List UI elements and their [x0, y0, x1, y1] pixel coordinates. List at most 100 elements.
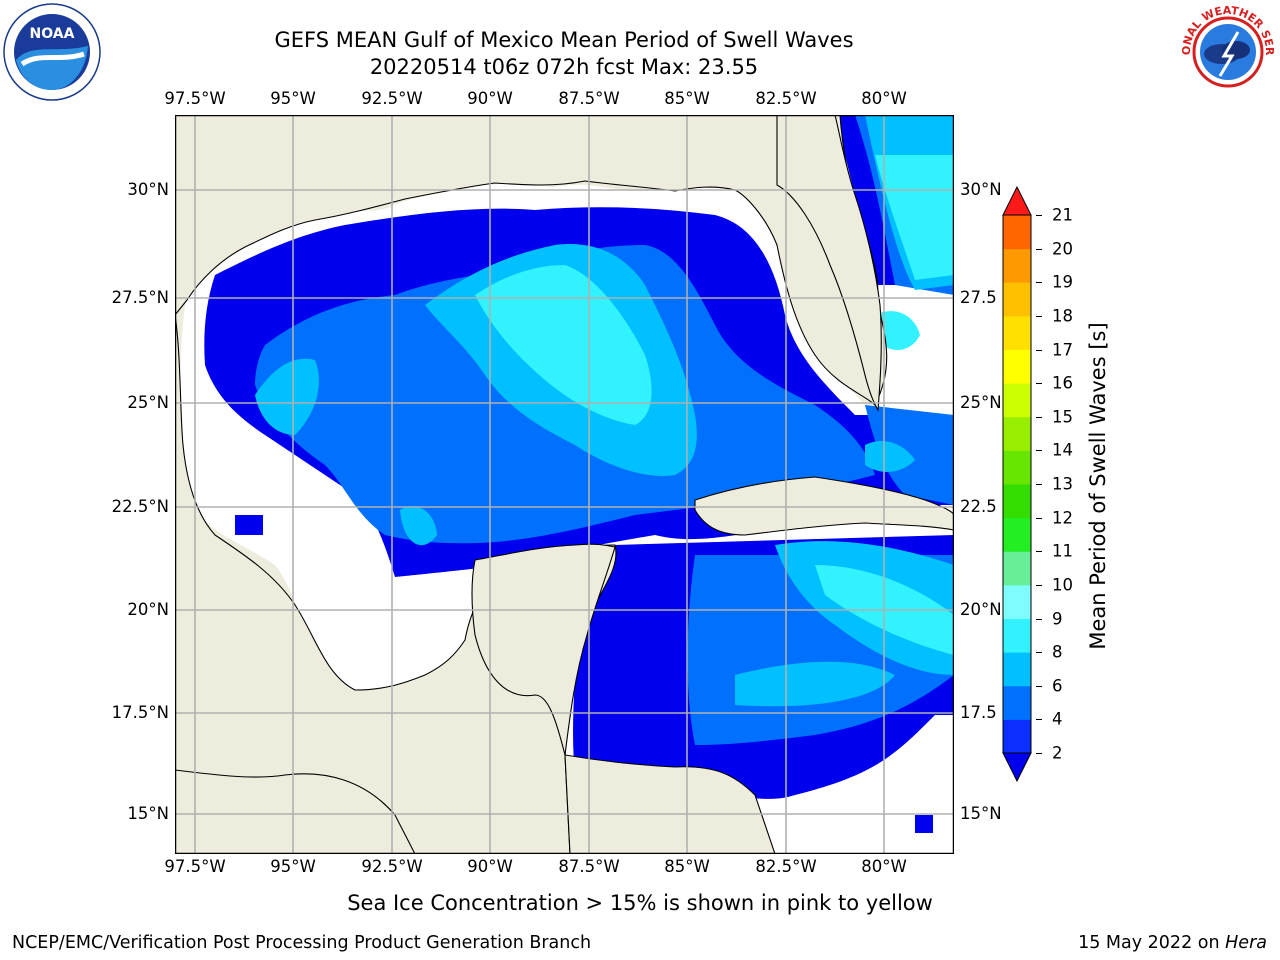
colorbar-cell	[1003, 652, 1031, 687]
colorbar-tick-label: 19	[1052, 272, 1073, 292]
colorbar-cell	[1003, 685, 1031, 720]
colorbar-cell	[1003, 551, 1031, 586]
lat-tick-left: 15°N	[127, 804, 169, 823]
footer-host: Hera	[1225, 933, 1267, 953]
colorbar-tick-mark	[1036, 484, 1042, 485]
lon-tick-top: 87.5°W	[558, 89, 620, 108]
map-subtitle: 20220514 t06z 072h fcst Max: 23.55	[369, 55, 759, 79]
colorbar-tick-mark	[1036, 450, 1042, 452]
lat-tick-left: 22.5°N	[111, 497, 169, 516]
colorbar-cell	[1003, 719, 1031, 754]
colorbar-tick-mark	[1036, 416, 1042, 418]
colorbar-cell	[1003, 215, 1031, 250]
lat-tick-left: 30°N	[127, 180, 169, 199]
lon-tick-bottom: 82.5°W	[755, 857, 817, 876]
colorbar-tick-mark	[1036, 215, 1042, 216]
colorbar-tick-label: 4	[1052, 709, 1063, 729]
colorbar-tick-mark	[1036, 584, 1042, 586]
colorbar-cell	[1003, 584, 1031, 619]
colorbar-tick-mark	[1036, 383, 1042, 385]
colorbar-cell	[1003, 383, 1031, 418]
colorbar-tick-mark	[1036, 551, 1042, 553]
sea-ice-note-text: Sea Ice Concentration > 15% is shown in …	[347, 891, 933, 915]
colorbar-tick-mark	[1036, 685, 1042, 687]
footer-right: 15 May 2022 on Hera	[1078, 933, 1267, 953]
colorbar-tick-label: 11	[1052, 541, 1073, 561]
colorbar-tick-label: 21	[1052, 205, 1073, 225]
map-gridlines	[175, 115, 954, 854]
colorbar-tick-label: 16	[1052, 373, 1073, 393]
colorbar-tick-mark	[1036, 719, 1042, 721]
colorbar-tick-mark	[1036, 248, 1042, 250]
colorbar-tick-label: 13	[1052, 474, 1073, 494]
colorbar-tick-label: 9	[1052, 609, 1063, 628]
colorbar-tick-label: 17	[1052, 340, 1073, 359]
lon-tick-top: 85°W	[664, 89, 710, 108]
colorbar-tick-label: 15	[1052, 407, 1073, 427]
colorbar-tick-label: 14	[1052, 440, 1073, 460]
colorbar-tick-mark	[1036, 517, 1042, 519]
colorbar-tick-mark	[1036, 282, 1042, 284]
colorbar-tick-label: 12	[1052, 508, 1073, 528]
lat-tick-right: 27.5	[960, 288, 997, 307]
colorbar-tick-label: 2	[1052, 743, 1063, 763]
lon-tick-top: 90°W	[467, 89, 513, 108]
lon-tick-bottom: 92.5°W	[361, 857, 423, 876]
colorbar-label: Mean Period of Swell Waves [s]	[1086, 322, 1110, 650]
gulf-of-mexico-map	[175, 115, 954, 854]
lat-tick-right: 20°N	[960, 600, 1002, 619]
colorbar-cell	[1003, 416, 1031, 451]
lat-tick-left: 20°N	[127, 600, 169, 619]
colorbar-tick-label: 8	[1052, 642, 1063, 662]
colorbar-cell	[1003, 450, 1031, 485]
lon-tick-bottom: 87.5°W	[558, 857, 620, 876]
map-frame	[175, 115, 954, 854]
colorbar-under-arrow	[1002, 752, 1032, 783]
colorbar-tick-mark	[1036, 618, 1042, 620]
lon-tick-top: 95°W	[270, 89, 316, 108]
lat-tick-left: 25°N	[127, 393, 169, 412]
colorbar-cell	[1003, 349, 1031, 384]
lon-tick-bottom: 90°W	[467, 857, 513, 876]
lon-tick-top: 92.5°W	[361, 89, 423, 108]
sea-ice-note: Sea Ice Concentration > 15% is shown in …	[0, 891, 1280, 915]
colorbar-tick-label: 10	[1052, 575, 1073, 595]
lat-tick-left: 17.5°N	[111, 703, 169, 722]
colorbar-cell	[1003, 484, 1031, 519]
colorbar-cell	[1003, 282, 1031, 317]
colorbar-tick-mark	[1036, 753, 1042, 754]
land-masses	[175, 115, 954, 854]
map-title: GEFS MEAN Gulf of Mexico Mean Period of …	[274, 28, 854, 52]
lat-tick-right: 22.5	[960, 497, 997, 516]
colorbar-tick-label: 6	[1052, 676, 1063, 696]
lat-tick-right: 15°N	[960, 804, 1002, 823]
colorbar-tick-label: 18	[1052, 306, 1073, 326]
nws-logo: NATIONAL WEATHER SERVICE	[1173, 0, 1278, 102]
colorbar-over-arrow	[1002, 185, 1032, 216]
noaa-logo: NOAA	[2, 2, 102, 102]
lon-tick-top: 82.5°W	[755, 89, 817, 108]
lat-tick-right: 30°N	[960, 180, 1002, 199]
lon-tick-top: 80°W	[861, 89, 907, 108]
colorbar-tick-mark	[1036, 315, 1042, 317]
lat-tick-left: 27.5°N	[111, 288, 169, 307]
colorbar-tick-mark	[1036, 652, 1042, 654]
colorbar-tick-mark	[1036, 349, 1042, 351]
lon-tick-bottom: 95°W	[270, 857, 316, 876]
colorbar-tick-label: 20	[1052, 239, 1073, 259]
lon-tick-bottom: 80°W	[861, 857, 907, 876]
lat-tick-right: 17.5	[960, 703, 997, 722]
footer-left: NCEP/EMC/Verification Post Processing Pr…	[12, 933, 592, 953]
colorbar-frame	[1002, 214, 1032, 754]
lat-tick-right: 25°N	[960, 393, 1002, 412]
lon-tick-bottom: 97.5°W	[164, 857, 226, 876]
colorbar-cell	[1003, 517, 1031, 552]
colorbar-cell	[1003, 618, 1031, 653]
svg-text:NOAA: NOAA	[30, 26, 75, 42]
lon-tick-bottom: 85°W	[664, 857, 710, 876]
colorbar	[1002, 185, 1032, 783]
lon-tick-top: 97.5°W	[164, 89, 226, 108]
footer-date: 15 May 2022 on	[1078, 933, 1226, 953]
colorbar-cell	[1003, 315, 1031, 350]
colorbar-cell	[1003, 248, 1031, 283]
